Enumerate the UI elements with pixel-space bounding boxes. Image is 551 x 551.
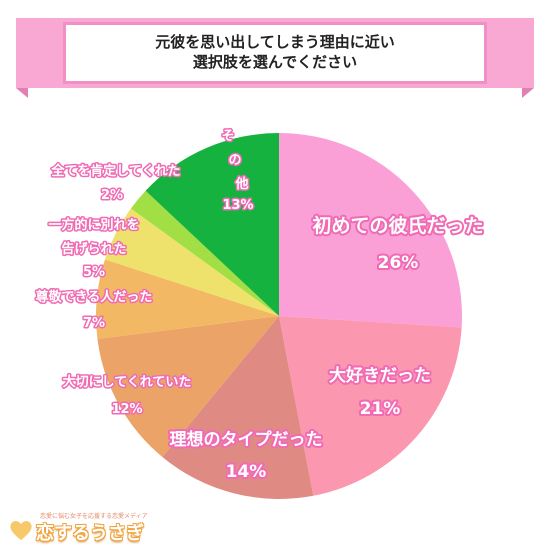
slice-label-5: 尊敬できる人だった: [36, 289, 153, 305]
slice-value-3: 14%: [226, 462, 267, 482]
title-box: 元彼を思い出してしまう理由に近い 選択肢を選んでください: [63, 22, 487, 84]
slice-label-8-char-2: の: [228, 153, 241, 168]
slice-label-1: 初めての彼氏だった: [312, 214, 483, 237]
slice-value-6: 5%: [83, 265, 105, 280]
pie-slice-2: [279, 316, 462, 496]
pie-labels: 初めての彼氏だった 26% 大好きだった 21% 理想のタイプだった 14% 大切にしてくれ…: [34, 128, 485, 485]
brand-logo: 恋愛に悩む女子を応援する恋愛メディア 恋するうさぎ: [8, 507, 208, 547]
slice-label-8-char-3: 他: [234, 176, 248, 192]
pie-slices: [95, 133, 463, 500]
logo-name: 恋するうさぎ: [36, 523, 144, 544]
pie-slice-8: [145, 133, 279, 316]
chart-title-line2: 選択肢を選んでください: [192, 53, 358, 71]
slice-value-8: 13%: [222, 198, 253, 213]
banner-fold-left: [16, 88, 28, 98]
slice-label-2: 大好きだった: [329, 365, 431, 386]
slice-value-5: 7%: [83, 316, 105, 331]
pie-slice-6: [104, 208, 280, 316]
slice-label-3: 理想のタイプだった: [170, 429, 323, 450]
heart-icon: [10, 521, 32, 540]
slice-label-4: 大切にしてくれていた: [63, 374, 192, 390]
slice-value-4: 12%: [111, 402, 142, 417]
slice-value-2: 21%: [360, 399, 401, 419]
slice-label-6-line-2: 告げられた: [61, 241, 126, 257]
logo-tagline: 恋愛に悩む女子を応援する恋愛メディア: [40, 513, 148, 520]
banner-fold-right: [522, 88, 534, 98]
pie-slice-5: [95, 259, 279, 339]
slice-label-6-line-1: 一方的に別れを: [48, 217, 139, 233]
slice-value-7: 2%: [101, 188, 123, 203]
slice-value-1: 26%: [378, 253, 419, 273]
slice-label-8-char-1: そ: [221, 129, 234, 144]
pie-slice-3: [162, 316, 314, 500]
pie-slice-1: [279, 133, 463, 328]
slice-label-7: 全てを肯定してくれた: [51, 163, 181, 179]
title-banner: 元彼を思い出してしまう理由に近い 選択肢を選んでください: [16, 18, 534, 98]
pie-slice-4: [97, 316, 279, 457]
chart-title-line1: 元彼を思い出してしまう理由に近い: [155, 33, 395, 51]
pie-slice-7: [130, 190, 279, 316]
